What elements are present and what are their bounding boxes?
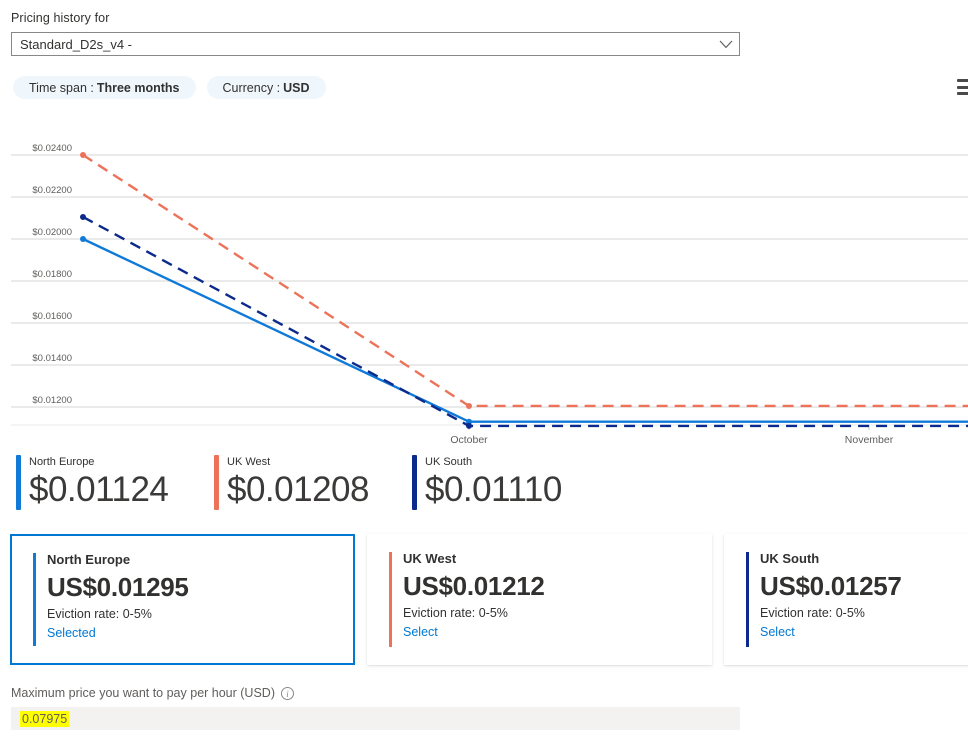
card-eviction-rate: Eviction rate: 0-5% xyxy=(403,606,508,620)
card-accent-bar xyxy=(389,552,392,647)
card-accent-bar xyxy=(33,553,36,646)
card-region-name: North Europe xyxy=(47,552,131,567)
series-summary-north-europe: North Europe $0.01124 xyxy=(16,455,214,510)
card-select-link[interactable]: Select xyxy=(760,625,795,639)
filter-pill-row: Time span : Three months Currency : USD xyxy=(13,76,326,99)
vm-size-dropdown-value: Standard_D2s_v4 - xyxy=(20,36,133,52)
max-price-label-text: Maximum price you want to pay per hour (… xyxy=(11,686,275,700)
card-region-name: UK South xyxy=(760,551,820,566)
svg-text:$0.01200: $0.01200 xyxy=(32,395,72,406)
card-accent-bar xyxy=(746,552,749,647)
card-eviction-rate: Eviction rate: 0-5% xyxy=(47,607,152,621)
svg-text:$0.01800: $0.01800 xyxy=(32,269,72,280)
svg-text:$0.02200: $0.02200 xyxy=(32,185,72,196)
series-summary-value: $0.01208 xyxy=(227,470,369,509)
svg-text:$0.02000: $0.02000 xyxy=(32,227,72,238)
hamburger-menu-icon[interactable] xyxy=(957,79,968,95)
chevron-down-icon xyxy=(713,40,739,49)
region-card-north-europe[interactable]: North Europe US$0.01295 Eviction rate: 0… xyxy=(10,534,355,665)
series-summary-row: North Europe $0.01124 UK West $0.01208 U… xyxy=(16,455,562,510)
filter-pill-timespan-key: Time span : xyxy=(29,80,94,95)
series-summary-name: UK West xyxy=(227,456,271,468)
max-price-input[interactable]: 0.07975 xyxy=(11,707,740,730)
card-price: US$0.01257 xyxy=(760,571,902,601)
region-offer-cards: North Europe US$0.01295 Eviction rate: 0… xyxy=(10,534,968,665)
card-price: US$0.01212 xyxy=(403,571,545,601)
filter-pill-timespan[interactable]: Time span : Three months xyxy=(13,76,196,99)
card-select-link[interactable]: Selected xyxy=(47,626,96,640)
svg-text:$0.01600: $0.01600 xyxy=(32,311,72,322)
card-select-link[interactable]: Select xyxy=(403,625,438,639)
series-summary-uk-south: UK South $0.01110 xyxy=(412,455,562,510)
card-region-name: UK West xyxy=(403,551,457,566)
card-eviction-rate: Eviction rate: 0-5% xyxy=(760,606,865,620)
series-color-bar xyxy=(214,455,219,510)
svg-text:$0.02400: $0.02400 xyxy=(32,143,72,154)
filter-pill-timespan-value: Three months xyxy=(96,80,180,95)
series-color-bar xyxy=(16,455,21,510)
region-card-uk-west[interactable]: UK West US$0.01212 Eviction rate: 0-5% S… xyxy=(367,534,712,665)
card-price: US$0.01295 xyxy=(47,572,189,602)
series-summary-name: North Europe xyxy=(29,456,95,468)
series-summary-name: UK South xyxy=(425,456,473,468)
series-summary-uk-west: UK West $0.01208 xyxy=(214,455,412,510)
max-price-label: Maximum price you want to pay per hour (… xyxy=(11,686,294,700)
info-icon[interactable]: i xyxy=(280,686,294,700)
series-summary-value: $0.01124 xyxy=(29,470,169,509)
series-color-bar xyxy=(412,455,417,510)
filter-pill-currency-key: Currency : xyxy=(222,80,281,95)
svg-text:October: October xyxy=(450,434,488,446)
vm-size-dropdown[interactable]: Standard_D2s_v4 - xyxy=(11,32,740,56)
filter-pill-currency[interactable]: Currency : USD xyxy=(206,76,326,99)
pricing-history-chart: $0.02400 $0.02200 $0.02000 $0.01800 $0.01600… xyxy=(0,120,968,450)
svg-text:November: November xyxy=(845,434,894,446)
svg-text:$0.01400: $0.01400 xyxy=(32,353,72,364)
series-summary-value: $0.01110 xyxy=(425,470,562,509)
page-title: Pricing history for xyxy=(11,11,110,25)
filter-pill-currency-value: USD xyxy=(283,80,310,95)
chart-canvas: $0.02400 $0.02200 $0.02000 $0.01800 $0.01600… xyxy=(11,143,968,446)
region-card-uk-south[interactable]: UK South US$0.01257 Eviction rate: 0-5% … xyxy=(724,534,968,665)
max-price-value: 0.07975 xyxy=(20,710,70,727)
